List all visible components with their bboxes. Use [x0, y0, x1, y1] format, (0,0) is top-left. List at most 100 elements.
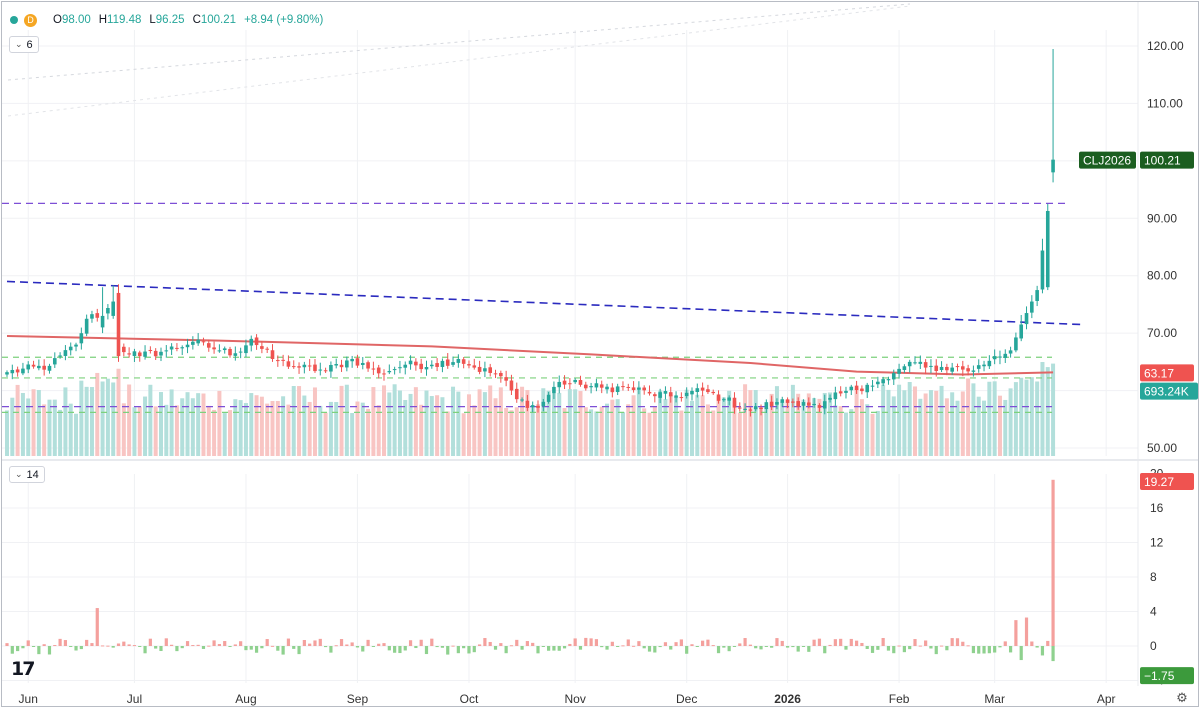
candle-body [164, 350, 169, 352]
oscillator-bar [865, 646, 869, 649]
volume-bar [833, 405, 838, 456]
volume-bar [642, 408, 647, 456]
indicator-pane-count: 14 [26, 468, 39, 481]
volume-bar [997, 395, 1002, 456]
oscillator-bar [254, 646, 259, 653]
oscillator-bar [738, 643, 742, 646]
volume-bar [525, 390, 530, 456]
candle-body [74, 344, 78, 347]
price-pane-collapse-button[interactable]: ⌄ 6 [9, 36, 39, 53]
candle-body [902, 366, 907, 370]
oscillator-bar [690, 644, 694, 646]
oscillator-bar [658, 646, 662, 648]
oscillator-bar [679, 639, 683, 646]
oscillator-bar [382, 643, 386, 646]
candle-body [499, 372, 503, 377]
oscillator-bar [833, 639, 837, 646]
oscillator-bar [876, 646, 880, 650]
candle-body [769, 401, 774, 407]
oscillator-bar [483, 638, 487, 646]
oscillator-bar [594, 639, 599, 646]
settings-gear-icon[interactable]: ⚙ [1176, 690, 1188, 705]
oscillator-bar [1035, 646, 1039, 648]
candle-body [743, 408, 747, 410]
candle-body [143, 351, 147, 357]
candle-body [265, 348, 269, 350]
oscillator-bar [308, 643, 312, 646]
candle-body [116, 292, 121, 357]
faint-trendline [7, 5, 911, 117]
volume-bar [281, 396, 286, 456]
volume-bar [939, 385, 944, 456]
open-value: 98.00 [61, 14, 91, 26]
candle-body [918, 361, 923, 364]
oscillator-bar [727, 646, 731, 652]
oscillator-bar [637, 641, 641, 646]
oscillator-bar [419, 639, 423, 646]
volume-bar [918, 398, 923, 456]
candle-body [329, 364, 333, 372]
volume-bar [647, 412, 652, 456]
oscillator-bar [600, 646, 604, 648]
oscillator-bar [1046, 640, 1050, 646]
oscillator-bar [509, 645, 514, 647]
volume-bar [201, 393, 206, 456]
candle-body [801, 402, 806, 406]
candle-body [254, 337, 259, 346]
volume-bar [785, 399, 790, 456]
indicator-pane-collapse-button[interactable]: ⌄ 14 [9, 466, 45, 483]
oscillator-bar [695, 646, 699, 647]
volume-bar [493, 398, 498, 456]
candle-body [451, 362, 455, 365]
candle-body [812, 403, 816, 406]
oscillator-bar [223, 641, 227, 646]
volume-bar [913, 386, 918, 456]
oscillator-bar [626, 639, 630, 646]
oscillator-bar [982, 646, 986, 654]
time-tick-label: Oct [460, 692, 479, 706]
candle-body [838, 391, 843, 394]
volume-bar [536, 404, 540, 456]
volume-bar [658, 390, 663, 456]
oscillator-bar [892, 646, 896, 654]
volume-bar [36, 389, 41, 456]
oscillator-bar [939, 645, 944, 647]
volume-bar [679, 410, 684, 456]
volume-bar [573, 389, 578, 456]
oscillator-bar [472, 646, 476, 653]
volume-bar [58, 409, 63, 456]
oscillator-bar [663, 642, 668, 646]
volume-bar [1013, 382, 1018, 456]
time-tick-label: Apr [1097, 692, 1116, 706]
ma-value-badge-text: 63.17 [1144, 366, 1174, 380]
candle-body [961, 366, 965, 370]
volume-bar [297, 386, 302, 456]
oscillator-bar [1030, 641, 1034, 646]
oscillator-bar [387, 646, 391, 651]
candle-body [414, 361, 418, 366]
candle-body [886, 379, 891, 381]
candle-body [817, 405, 822, 408]
oscillator-bar [196, 644, 200, 646]
oscillator-bar [796, 646, 800, 652]
oscillator-bar [785, 646, 790, 648]
oscillator-bar [849, 638, 853, 646]
candle-body [159, 351, 163, 356]
candle-body [472, 365, 477, 368]
oscillator-bar [647, 646, 652, 652]
candle-body [833, 392, 838, 400]
tradingview-logo-icon[interactable]: 17 [11, 658, 35, 680]
volume-bar [955, 400, 960, 456]
candle-body [615, 386, 620, 393]
candle-body [897, 368, 901, 374]
oscillator-bar [361, 646, 365, 652]
volume-bar [270, 400, 275, 456]
oscillator-bar [393, 646, 397, 653]
oscillator-bar [1051, 646, 1055, 662]
candle-body [546, 394, 551, 402]
oscillator-bar [164, 638, 168, 646]
oscillator-bar [722, 646, 726, 648]
volume-bar [89, 387, 94, 456]
